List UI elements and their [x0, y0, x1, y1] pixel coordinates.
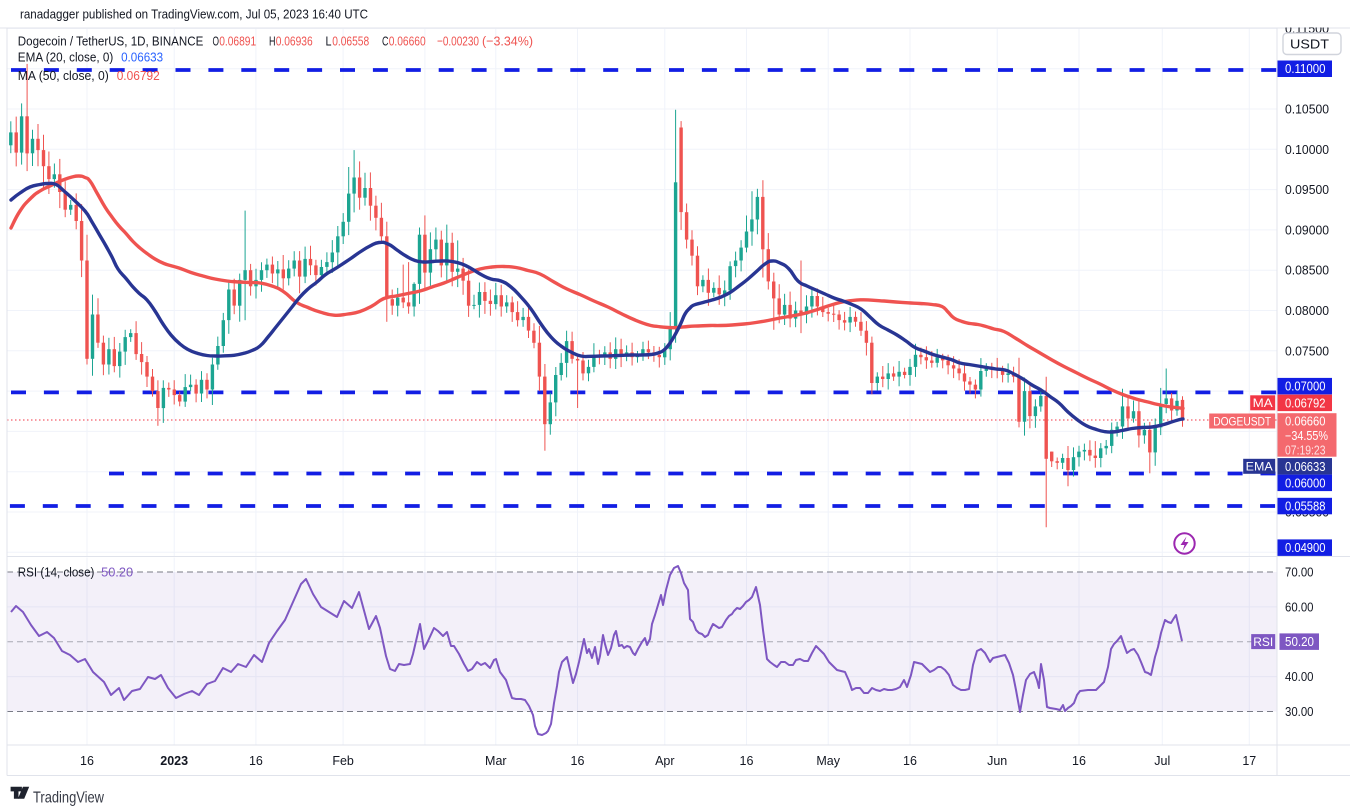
- svg-text:Jul: Jul: [1154, 754, 1170, 768]
- svg-text:O: O: [213, 33, 220, 48]
- svg-text:Apr: Apr: [655, 754, 674, 768]
- svg-text:17: 17: [1242, 754, 1256, 768]
- svg-text:0.06633: 0.06633: [121, 49, 163, 64]
- svg-text:Jun: Jun: [987, 754, 1007, 768]
- svg-text:RSI: RSI: [1253, 635, 1273, 649]
- svg-text:0.06792: 0.06792: [117, 68, 160, 83]
- svg-text:DOGEUSDT: DOGEUSDT: [1213, 414, 1272, 428]
- svg-text:16: 16: [903, 754, 917, 768]
- svg-text:0.05588: 0.05588: [1285, 500, 1326, 514]
- svg-text:60.00: 60.00: [1285, 600, 1314, 614]
- svg-text:0.09500: 0.09500: [1285, 183, 1329, 197]
- svg-text:0.08500: 0.08500: [1285, 264, 1329, 278]
- svg-text:USDT: USDT: [1290, 38, 1329, 52]
- svg-text:16: 16: [571, 754, 585, 768]
- svg-text:Mar: Mar: [485, 754, 507, 768]
- svg-text:0.06000: 0.06000: [1285, 476, 1326, 490]
- svg-text:0.10500: 0.10500: [1285, 103, 1329, 117]
- svg-text:RSI (14, close): RSI (14, close): [18, 564, 95, 579]
- svg-text:50.20: 50.20: [101, 564, 133, 579]
- svg-text:0.06660: 0.06660: [1285, 415, 1326, 429]
- svg-text:Dogecoin / TetherUS, 1D, BINAN: Dogecoin / TetherUS, 1D, BINANCE: [18, 33, 204, 48]
- svg-text:−0.00230: −0.00230: [437, 33, 479, 48]
- svg-text:0.06792: 0.06792: [1285, 396, 1326, 410]
- svg-text:L: L: [326, 33, 332, 48]
- svg-text:2023: 2023: [160, 754, 188, 768]
- svg-text:−34.55%: −34.55%: [1285, 429, 1328, 443]
- svg-text:(−3.34%): (−3.34%): [482, 33, 533, 48]
- svg-text:TradingView: TradingView: [33, 789, 104, 806]
- svg-text:0.06936: 0.06936: [276, 33, 313, 48]
- svg-text:MA: MA: [1253, 396, 1273, 410]
- svg-text:EMA: EMA: [1246, 460, 1273, 474]
- svg-text:EMA (20, close, 0): EMA (20, close, 0): [18, 49, 114, 64]
- svg-text:May: May: [816, 754, 840, 768]
- svg-text:30.00: 30.00: [1285, 705, 1314, 719]
- svg-text:0.08000: 0.08000: [1285, 304, 1329, 318]
- svg-text:0.06633: 0.06633: [1285, 460, 1326, 474]
- svg-text:40.00: 40.00: [1285, 670, 1314, 684]
- svg-text:0.11000: 0.11000: [1285, 62, 1326, 76]
- svg-text:16: 16: [249, 754, 263, 768]
- svg-text:0.07500: 0.07500: [1285, 344, 1329, 358]
- svg-text:MA (50, close, 0): MA (50, close, 0): [18, 68, 109, 83]
- svg-text:16: 16: [80, 754, 94, 768]
- svg-text:Feb: Feb: [332, 754, 354, 768]
- svg-text:ranadagger published on Tradin: ranadagger published on TradingView.com,…: [20, 8, 368, 22]
- svg-text:0.06891: 0.06891: [219, 33, 256, 48]
- svg-text:07:19:23: 07:19:23: [1285, 444, 1326, 458]
- svg-text:0.06660: 0.06660: [389, 33, 426, 48]
- svg-text:70.00: 70.00: [1285, 566, 1314, 580]
- svg-text:C: C: [382, 33, 389, 48]
- svg-text:16: 16: [740, 754, 754, 768]
- svg-text:0.10000: 0.10000: [1285, 143, 1329, 157]
- svg-text:16: 16: [1072, 754, 1086, 768]
- svg-text:0.09000: 0.09000: [1285, 223, 1329, 237]
- svg-text:0.04900: 0.04900: [1285, 541, 1326, 555]
- svg-text:H: H: [269, 33, 276, 48]
- svg-text:0.06558: 0.06558: [332, 33, 369, 48]
- svg-text:0.07000: 0.07000: [1285, 380, 1326, 394]
- svg-text:50.20: 50.20: [1285, 635, 1314, 649]
